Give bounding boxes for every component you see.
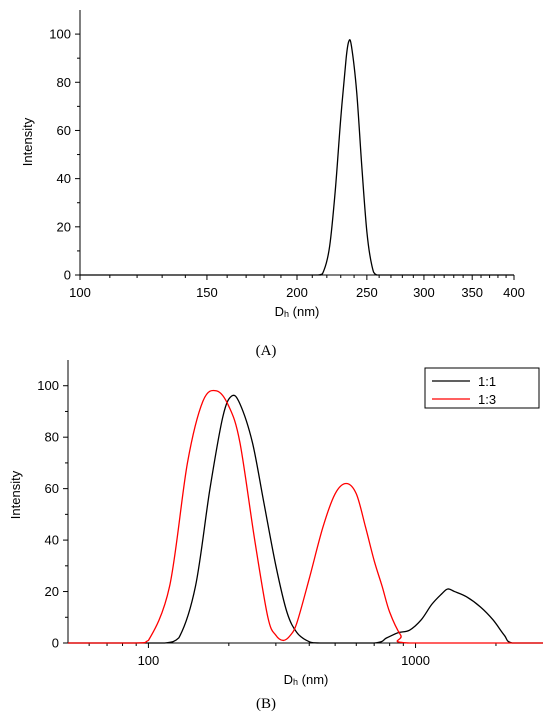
chart-b-series [68, 389, 543, 644]
chart-b-series-line-0 [68, 394, 543, 644]
legend-label-1-3: 1:3 [478, 392, 496, 407]
chart-a-x-tick-label: 100 [69, 285, 91, 300]
chart-a-y-tick-label: 100 [49, 27, 71, 42]
chart-a-x-tick-label: 150 [196, 285, 218, 300]
chart-b-y-tick-label: 40 [45, 533, 59, 548]
chart-a: 0 20 40 60 80 100 100 150 200 250 300 350 400 Dh (nm… [20, 10, 525, 359]
chart-b-y-tick-label: 0 [52, 636, 59, 651]
chart-a-x-axis-title: Dh (nm) [275, 304, 320, 319]
chart-b-y-axis-title: Intensity [8, 470, 23, 519]
chart-a-x-tick-label: 200 [286, 285, 308, 300]
chart-b-x-axis-title: Dh (nm) [284, 672, 329, 687]
chart-b: 0 20 40 60 80 100 100 1000 1:1 1:3 Dh (nm) Inte… [8, 360, 543, 712]
chart-a-y-tick-label: 60 [57, 123, 71, 138]
chart-b-x-tick-label: 1000 [401, 653, 430, 668]
chart-a-y-tick-label: 20 [57, 219, 71, 234]
chart-b-ticks: 0 20 40 60 80 100 100 1000 [37, 378, 497, 668]
chart-a-x-tick-label: 350 [461, 285, 483, 300]
chart-a-frame [79, 10, 514, 276]
chart-b-y-tick-label: 20 [45, 584, 59, 599]
chart-a-y-axis-title: Intensity [20, 117, 35, 166]
panel-b-label: (B) [256, 696, 276, 712]
chart-a-x-tick-label: 300 [413, 285, 435, 300]
chart-b-series-line-1 [68, 389, 543, 644]
chart-a-x-tick-label: 400 [503, 285, 525, 300]
panel-a-label: (A) [256, 343, 277, 359]
chart-b-legend-box [424, 367, 540, 409]
chart-a-y-tick-label: 0 [64, 268, 71, 283]
chart-a-series-line-0 [79, 39, 514, 276]
chart-b-y-tick-label: 60 [45, 481, 59, 496]
chart-b-y-tick-label: 80 [45, 430, 59, 445]
chart-b-x-tick-label: 100 [138, 653, 160, 668]
chart-b-legend: 1:1 1:3 [424, 367, 540, 409]
chart-a-series [79, 39, 514, 276]
legend-label-1-1: 1:1 [478, 374, 496, 389]
chart-b-y-tick-label: 100 [37, 378, 59, 393]
chart-a-ticks: 0 20 40 60 80 100 100 150 200 250 300 350 400 [49, 27, 525, 300]
chart-a-x-tick-label: 250 [356, 285, 378, 300]
chart-a-y-tick-label: 40 [57, 171, 71, 186]
chart-a-y-tick-label: 80 [57, 75, 71, 90]
